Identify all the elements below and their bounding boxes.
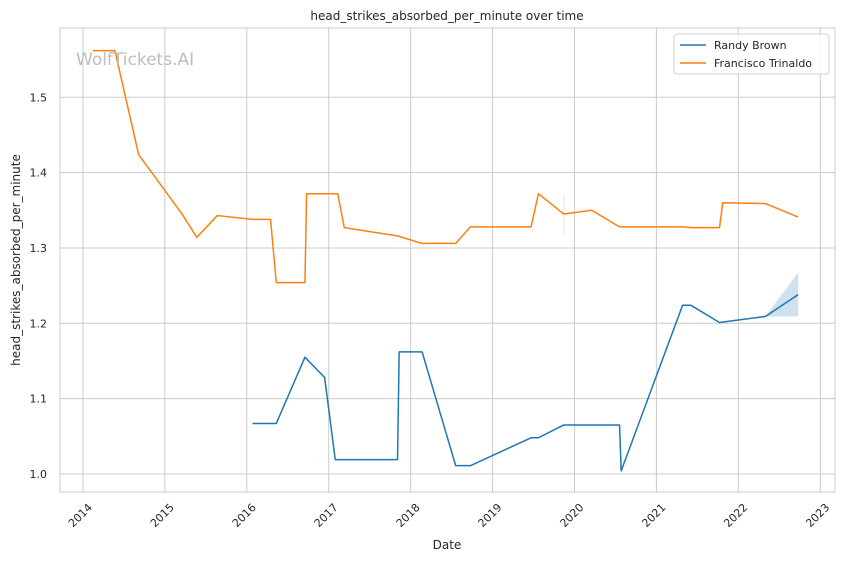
- x-tick-label: 2023: [803, 501, 832, 530]
- watermark: WolfTickets.AI: [76, 50, 194, 70]
- x-tick-label: 2015: [148, 501, 177, 530]
- legend-label: Randy Brown: [714, 39, 787, 52]
- y-axis-ticks: 1.0 1.1 1.2 1.3 1.4 1.5: [30, 91, 48, 481]
- legend: Randy Brown Francisco Trinaldo: [673, 33, 830, 75]
- y-tick-label: 1.5: [30, 91, 48, 104]
- x-tick-label: 2022: [721, 501, 750, 530]
- y-axis-label: head_strikes_absorbed_per_minute: [9, 154, 23, 366]
- series-line: [252, 294, 799, 472]
- series-lines: [92, 49, 799, 472]
- x-tick-label: 2019: [476, 501, 505, 530]
- x-tick-label: 2018: [394, 501, 423, 530]
- x-tick-label: 2016: [230, 501, 259, 530]
- plot-frame: [59, 27, 836, 493]
- y-tick-label: 1.1: [30, 393, 48, 406]
- x-axis-label: Date: [433, 538, 462, 552]
- y-tick-label: 1.3: [30, 242, 48, 255]
- legend-box: [673, 33, 830, 75]
- y-tick-label: 1.0: [30, 468, 48, 481]
- chart-title: head_strikes_absorbed_per_minute over ti…: [310, 9, 583, 23]
- y-tick-label: 1.2: [30, 317, 48, 330]
- grid: [60, 28, 835, 492]
- confidence-band: [765, 272, 799, 317]
- plot-background: [60, 28, 835, 492]
- x-axis-ticks: 2014 2015 2016 2017 2018 2019 2020 2021 2022 2023: [66, 501, 832, 530]
- x-tick-label: 2014: [66, 501, 95, 530]
- x-tick-label: 2020: [558, 501, 587, 530]
- y-tick-label: 1.4: [30, 167, 48, 180]
- series-line: [92, 49, 799, 284]
- x-tick-label: 2021: [639, 501, 668, 530]
- x-tick-label: 2017: [312, 501, 341, 530]
- legend-label: Francisco Trinaldo: [714, 57, 812, 70]
